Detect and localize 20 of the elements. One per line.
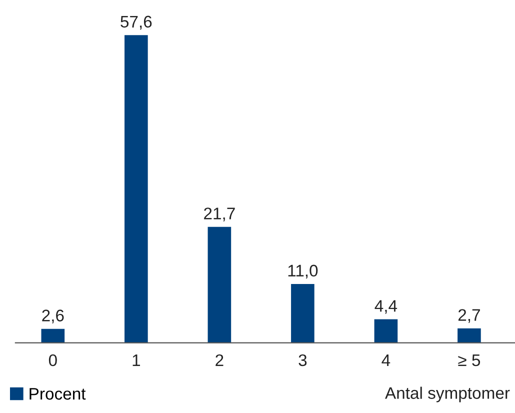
x-axis-title: Antal symptomer: [385, 386, 510, 402]
bar: [291, 284, 314, 343]
data-label: 11,0: [288, 264, 318, 279]
data-label: 4,4: [374, 300, 398, 314]
data-label: 2,6: [42, 310, 64, 324]
legend-label: Procent: [30, 388, 86, 400]
bar: [458, 328, 481, 343]
data-label: 2,7: [458, 309, 480, 323]
x-tick-label: ≥ 5: [458, 354, 480, 366]
x-tick-label: 1: [132, 354, 140, 366]
x-tick-label: 2: [216, 354, 224, 366]
bar: [208, 226, 232, 343]
data-label: 21,7: [204, 208, 235, 222]
x-tick-label: 0: [48, 354, 57, 366]
bar: [41, 328, 65, 343]
bar: [124, 35, 148, 343]
x-tick-label: 4: [382, 354, 390, 366]
data-label: 57,6: [120, 16, 152, 30]
bar: [374, 319, 398, 343]
x-tick-label: 3: [298, 354, 307, 366]
